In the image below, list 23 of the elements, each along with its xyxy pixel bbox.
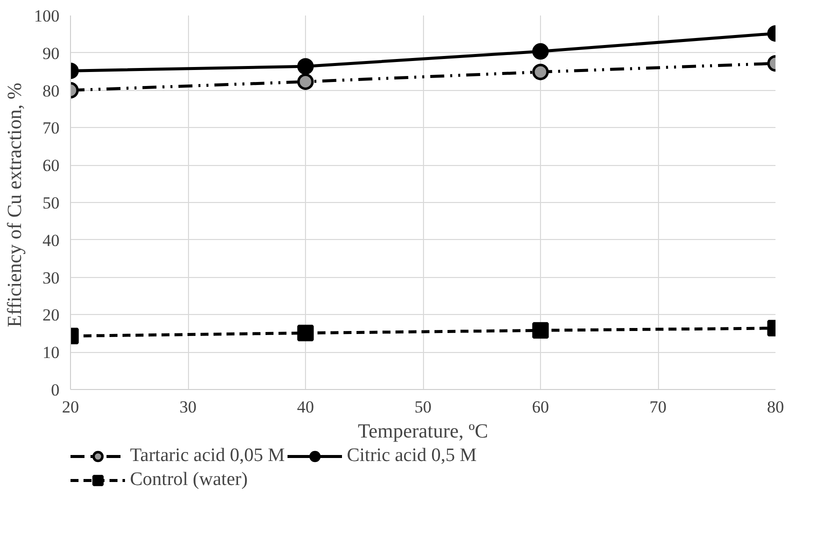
x-tick-label: 60 bbox=[532, 398, 549, 416]
y-tick-label: 40 bbox=[42, 230, 60, 250]
x-tick-label: 40 bbox=[297, 398, 314, 416]
legend-label: Control (water) bbox=[130, 469, 248, 491]
y-tick-label: 80 bbox=[42, 81, 60, 100]
x-tick-label: 70 bbox=[650, 398, 666, 416]
y-tick-label: 20 bbox=[42, 306, 60, 325]
x-tick-label: 50 bbox=[414, 398, 432, 416]
y-tick-label: 30 bbox=[42, 268, 60, 288]
y-tick-label: 70 bbox=[42, 118, 60, 138]
legend-label: Citric acid 0,5 M bbox=[346, 445, 477, 467]
y-axis-title: Efficiency of Cu extraction, % bbox=[4, 82, 26, 328]
x-tick-label: 30 bbox=[180, 398, 196, 416]
y-tick-label: 90 bbox=[42, 44, 60, 63]
legend-label: Tartaric acid 0,05 M bbox=[130, 445, 285, 467]
y-tick-label: 0 bbox=[51, 380, 60, 400]
y-tick-label: 50 bbox=[42, 194, 60, 212]
y-tick-label: 100 bbox=[34, 6, 60, 26]
x-axis-title: Temperature, ºC bbox=[358, 420, 488, 442]
x-tick-label: 20 bbox=[62, 398, 79, 416]
y-tick-label: 10 bbox=[42, 343, 60, 362]
x-tick-label: 80 bbox=[767, 398, 784, 416]
y-tick-label: 60 bbox=[42, 156, 60, 176]
